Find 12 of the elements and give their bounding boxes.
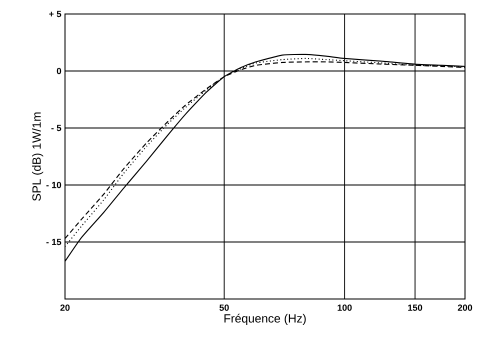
x-tick-label: 50 (219, 304, 229, 311)
y-tick-label: 0 (56, 68, 62, 74)
x-tick-label: 100 (338, 304, 352, 311)
y-tick-label: + 5 (49, 10, 62, 18)
y-tick-label: - 15 (46, 238, 62, 246)
x-tick-label: 20 (60, 304, 70, 311)
x-axis-title: Fréquence (Hz) (224, 314, 306, 326)
x-tick-label: 150 (408, 304, 422, 311)
y-tick-label: - 10 (46, 182, 62, 188)
y-axis-title: SPL (dB) 1W/1m (32, 112, 44, 201)
x-tick-label: 200 (458, 304, 472, 311)
y-tick-label: - 5 (51, 124, 62, 132)
